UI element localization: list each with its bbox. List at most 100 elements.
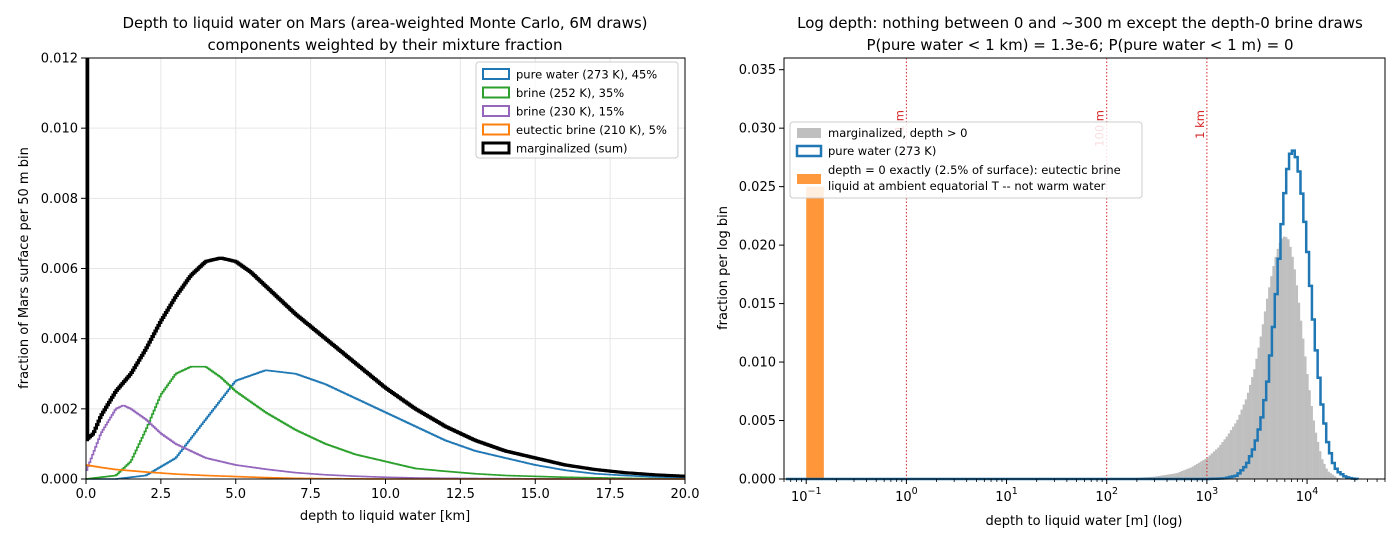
marginalized-bar [1157, 475, 1161, 479]
marginalized-bar [1255, 358, 1258, 479]
left-x-tick-label: 2.5 [151, 487, 172, 502]
left-legend-swatch [481, 141, 511, 155]
left-x-tick-label: 7.5 [300, 487, 321, 502]
marginalized-bar [1200, 461, 1203, 479]
right-x-ticks: 10−1 100 101 102 103 104 [783, 479, 1386, 505]
marginalized-bar [1244, 399, 1248, 479]
right-y-tick-label: 0.005 [739, 414, 776, 429]
marginalized-bar [1287, 239, 1290, 479]
left-y-axis-label: fraction of Mars surface per 50 m bin [17, 147, 32, 389]
left-gridlines [85, 57, 686, 480]
left-legend-label: marginalized (sum) [516, 142, 628, 156]
left-x-tick-label: 12.5 [446, 487, 475, 502]
left-y-tick-label: 0.000 [41, 473, 78, 488]
marginalized-bar [1191, 466, 1194, 479]
left-x-tick-label: 10.0 [371, 487, 400, 502]
left-y-tick-label: 0.010 [41, 122, 78, 137]
marginalized-bar [1183, 470, 1186, 479]
marginalized-bar [1227, 433, 1231, 479]
left-y-tick-label: 0.002 [41, 402, 78, 417]
left-legend-swatch [482, 105, 510, 117]
marginalized-bar [1276, 248, 1279, 479]
left-legend-swatch [482, 68, 510, 80]
left-legend-box [475, 61, 679, 159]
marginalized-bar [1155, 476, 1158, 479]
left-y-tick-label: 0.012 [41, 52, 78, 67]
marginalized-bar [1193, 465, 1197, 479]
marginalized-bar [1302, 338, 1305, 479]
right-y-tick-label: 0.025 [739, 180, 776, 195]
marginalized-bar [1251, 377, 1254, 479]
legend-label-depth-zero-line1: depth = 0 exactly (2.5% of surface): eut… [828, 163, 1121, 177]
left-x-tick-label: 5.0 [225, 487, 246, 502]
marginalized-bar [1293, 269, 1296, 479]
marginalized-bar [1172, 473, 1175, 479]
marginalized-bar [1333, 476, 1337, 479]
marginalized-bar [1268, 287, 1271, 479]
left-y-tick-label: 0.008 [41, 192, 78, 207]
left-legend: pure water (273 K), 45% brine (252 K), 35… [475, 61, 679, 159]
marginalized-bar [1223, 439, 1226, 479]
marginalized-bar [1161, 475, 1165, 479]
marginalized-bar [1297, 302, 1301, 479]
marginalized-bar [1219, 444, 1222, 479]
marginalized-bar [1240, 409, 1243, 479]
marginalized-bar [1274, 256, 1277, 479]
marginalized-bar [1257, 347, 1260, 479]
right-x-tick-label: 103 [1196, 486, 1219, 505]
right-y-tick-label: 0.030 [739, 122, 776, 137]
marginalized-bar [1187, 468, 1190, 479]
left-x-ticks: 0.0 2.5 5.0 7.5 10.0 12.5 15.0 17.5 20.0 [76, 479, 699, 502]
marginalized-bar [1212, 451, 1216, 479]
right-y-axis-label: fraction per log bin [716, 206, 731, 330]
marginalized-bar [1291, 256, 1294, 479]
right-title-line2: P(pure water < 1 km) = 1.3e-6; P(pure wa… [866, 36, 1293, 54]
right-plot-area: 1 m100 m1 km [786, 58, 1359, 481]
left-legend-swatch [482, 86, 510, 99]
right-legend-box [789, 121, 1143, 199]
left-legend-swatch [482, 123, 510, 136]
marginalized-bar [1319, 451, 1322, 479]
marginalized-bar [1221, 442, 1224, 479]
marginalized-bar [1312, 420, 1316, 479]
marginalized-bar [1336, 477, 1339, 479]
marginalized-bar [1210, 453, 1214, 479]
reference-line-label: 1 km [1193, 110, 1207, 139]
left-y-tick-label: 0.006 [41, 262, 78, 277]
marginalized-bar [1168, 474, 1171, 479]
marginalized-bar [1181, 471, 1184, 479]
marginalized-bar [1204, 458, 1207, 479]
marginalized-bar [1327, 471, 1330, 479]
right-x-tick-label: 102 [1095, 486, 1118, 505]
legend-label-marginalized: marginalized, depth > 0 [828, 126, 967, 140]
marginalized-bar [1208, 455, 1211, 479]
left-legend-label: brine (230 K), 15% [516, 105, 624, 119]
marginalized-bar [1229, 430, 1233, 479]
marginalized-bar [1232, 426, 1235, 479]
right-x-tick-label: 100 [895, 486, 918, 505]
marginalized-bar [1314, 432, 1318, 479]
marginalized-bar [1289, 246, 1292, 479]
marginalized-bar [1225, 436, 1228, 479]
right-y-ticks: 0.000 0.005 0.010 0.015 0.020 0.025 0.030 0.035 [739, 63, 784, 488]
left-legend-label: eutectic brine (210 K), 5% [516, 123, 667, 137]
left-title-line1: Depth to liquid water on Mars (area-weig… [122, 14, 647, 32]
left-chart: Depth to liquid water on Mars (area-weig… [17, 14, 699, 524]
legend-label-depth-zero-line2: liquid at ambient equatorial T -- not wa… [828, 179, 1106, 193]
left-legend-label: pure water (273 K), 45% [516, 68, 657, 82]
left-series-line [86, 365, 685, 480]
marginalized-bar [1278, 242, 1282, 479]
left-legend-label: brine (252 K), 35% [516, 86, 624, 100]
right-x-tick-label: 101 [995, 486, 1018, 505]
legend-swatch-depth-zero [797, 174, 821, 184]
marginalized-bar [1331, 474, 1335, 479]
left-x-tick-label: 0.0 [76, 487, 97, 502]
right-y-tick-label: 0.000 [739, 473, 776, 488]
right-x-tick-label: 104 [1296, 486, 1319, 505]
left-x-tick-label: 15.0 [521, 487, 550, 502]
marginalized-bar [1198, 462, 1201, 479]
marginalized-bar [1176, 472, 1180, 479]
left-x-tick-label: 17.5 [596, 487, 625, 502]
left-x-axis-label: depth to liquid water [km] [300, 509, 470, 524]
